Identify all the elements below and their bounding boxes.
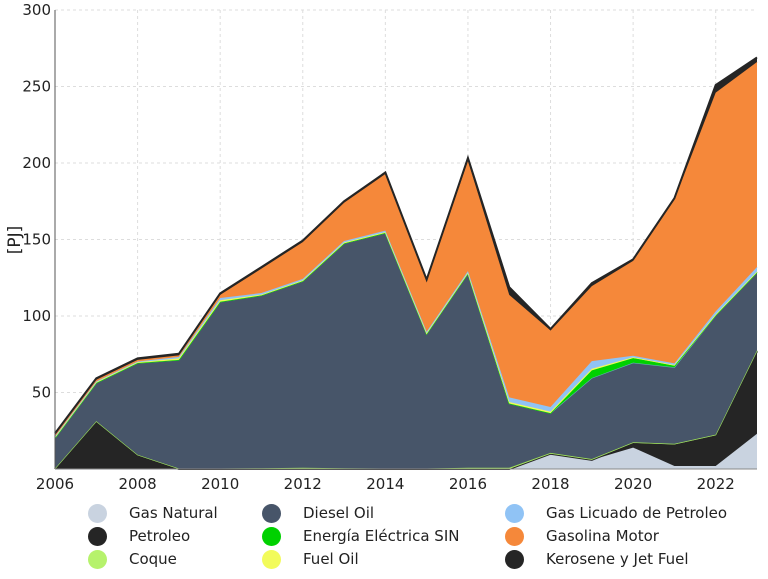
x-tick-label: 2012 (284, 475, 322, 493)
legend-marker-icon (88, 549, 107, 569)
legend-label: Energía Eléctrica SIN (303, 527, 460, 545)
legend-label: Petroleo (129, 527, 191, 545)
legend-label: Fuel Oil (303, 550, 359, 568)
legend-marker-icon (262, 549, 281, 569)
legend-marker-icon (262, 526, 281, 546)
area-petroleo (55, 351, 757, 469)
legend-item[interactable]: Kerosene y Jet Fuel (505, 548, 689, 570)
y-tick-label: 200 (22, 154, 51, 172)
y-axis-label: [PJ] (5, 226, 25, 255)
y-tick-label: 250 (22, 78, 51, 96)
x-tick-label: 2022 (697, 475, 735, 493)
legend-item[interactable]: Gas Natural (88, 502, 218, 524)
area-edge (54, 56, 758, 434)
area-gas-natural (55, 433, 757, 469)
area-gasolina-motor (55, 62, 757, 437)
y-tick-label: 100 (22, 307, 51, 325)
legend-item[interactable]: Fuel Oil (262, 548, 359, 570)
legend-marker-icon (505, 503, 524, 523)
axes: 50 100 150 200 250 300 2006 2008 2010 2012 2014 201… (22, 1, 757, 493)
x-tick-label: 2014 (366, 475, 404, 493)
area-diesel-oil (55, 232, 757, 469)
x-tick-label: 2016 (449, 475, 487, 493)
legend-item[interactable]: Coque (88, 548, 177, 570)
legend-marker-icon (88, 503, 107, 523)
legend-item[interactable]: Energía Eléctrica SIN (262, 525, 459, 547)
x-tick-label: 2010 (201, 475, 239, 493)
areas (54, 56, 758, 470)
x-tick-label: 2020 (614, 475, 652, 493)
legend-label: Gasolina Motor (546, 527, 659, 545)
y-tick-label: 300 (22, 1, 51, 19)
legend-label: Gas Natural (129, 504, 218, 522)
y-tick-label: 50 (32, 384, 51, 402)
x-tick-label: 2018 (531, 475, 569, 493)
legend-marker-icon (505, 526, 524, 546)
area-energ-a-el-ctrica-sin (55, 232, 757, 438)
legend-label: Kerosene y Jet Fuel (546, 550, 689, 568)
legend-marker-icon (88, 526, 107, 546)
legend-marker-icon (262, 503, 281, 523)
legend: Gas Natural Petroleo Coque Diesel Oil Energí… (0, 494, 768, 579)
legend-item[interactable]: Petroleo (88, 525, 190, 547)
x-tick-label: 2008 (118, 475, 156, 493)
x-tick-label: 2006 (36, 475, 74, 493)
legend-item[interactable]: Gasolina Motor (505, 525, 659, 547)
legend-item[interactable]: Gas Licuado de Petroleo (505, 502, 727, 524)
stacked-area-chart: 50 100 150 200 250 300 2006 2008 2010 2012 2014 201… (5, 1, 758, 493)
legend-item[interactable]: Diesel Oil (262, 502, 374, 524)
legend-label: Gas Licuado de Petroleo (546, 504, 728, 522)
legend-label: Diesel Oil (303, 504, 375, 522)
legend-label: Coque (129, 550, 177, 568)
y-tick-label: 150 (22, 231, 51, 249)
legend-marker-icon (505, 549, 524, 569)
